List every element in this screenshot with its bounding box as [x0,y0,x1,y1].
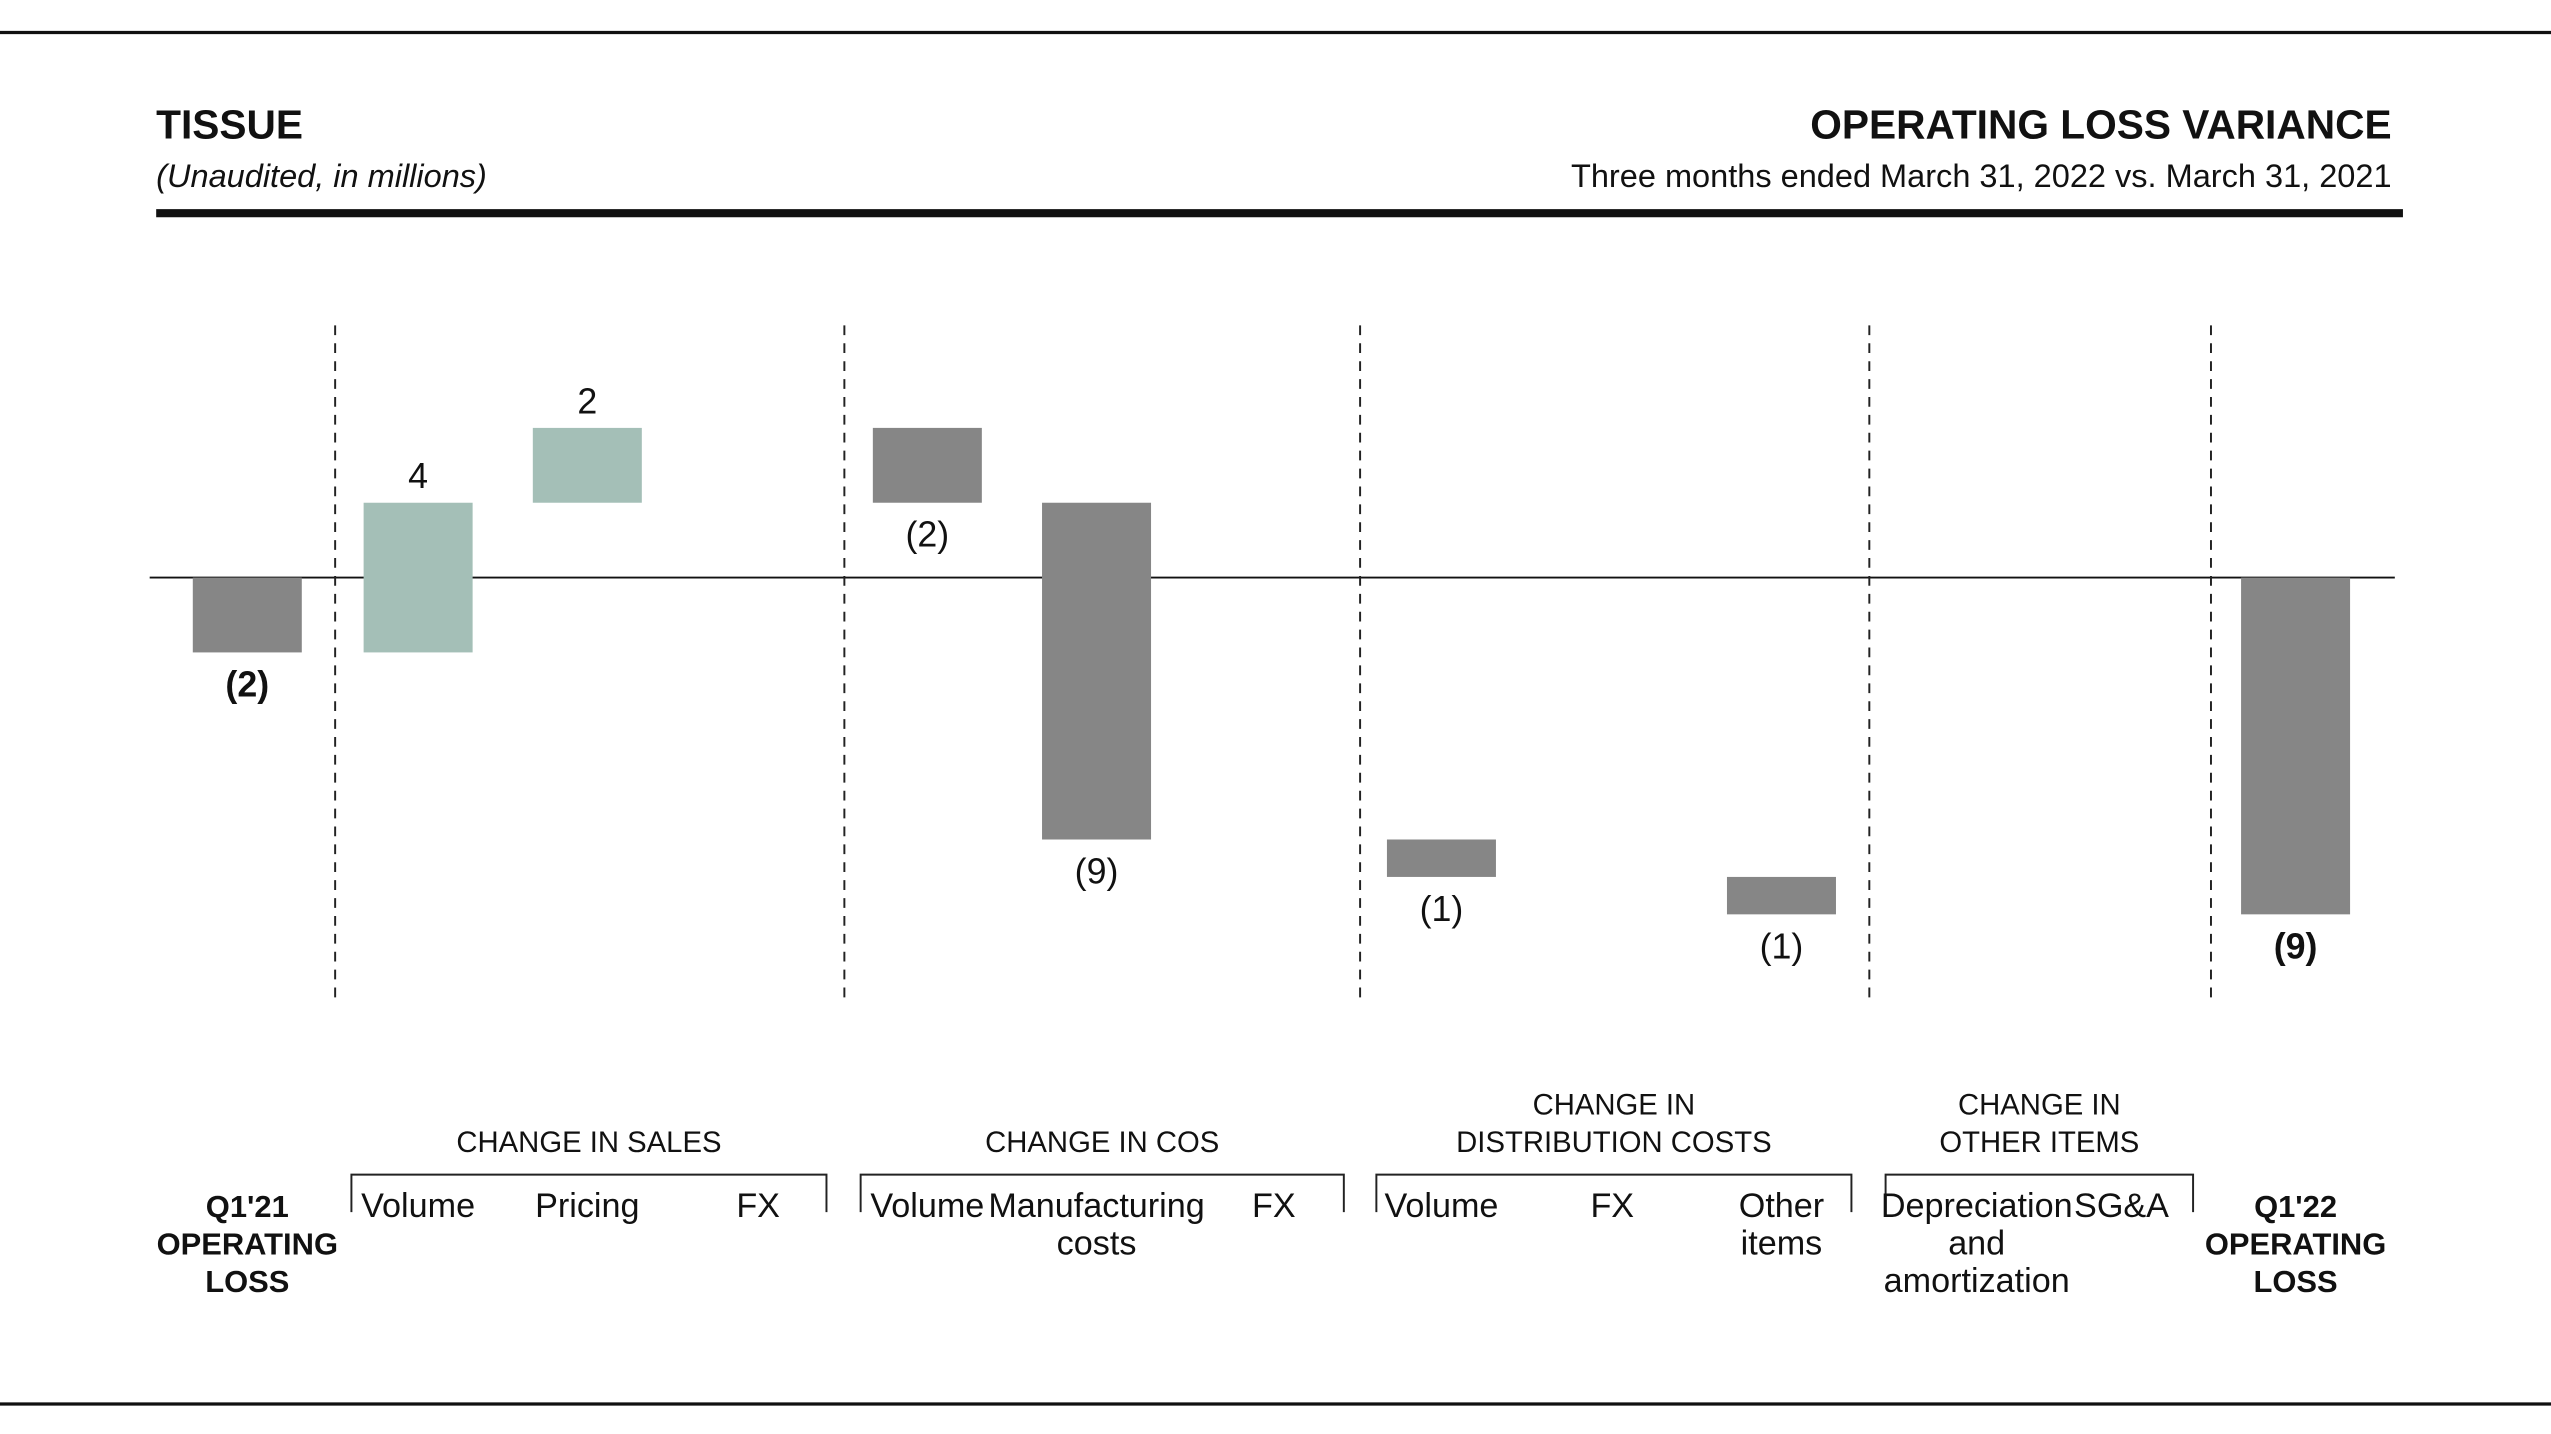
category-label: OPERATING [157,1226,338,1261]
category-label: costs [1057,1224,1137,1262]
value-label: 4 [408,456,428,496]
group-bracket [1375,1173,1853,1213]
value-label: 2 [577,381,597,421]
group-label: CHANGE IN [1958,1088,2121,1121]
group-bracket [859,1173,1345,1213]
category-label: LOSS [2253,1264,2337,1299]
value-label: (2) [225,664,269,704]
category-label: and [1948,1224,2005,1262]
bar [1386,839,1496,877]
category-label: items [1741,1224,1823,1262]
group-label: CHANGE IN COS [985,1126,1219,1159]
right-subtitle: Three months ended March 31, 2022 vs. Ma… [1571,158,2392,194]
category-label: SG&A [2074,1187,2169,1225]
category-label: FX [1590,1187,1634,1225]
value-label: (9) [1075,851,1119,891]
bar [1042,502,1152,840]
bar [872,427,982,503]
category-label: Other [1739,1187,1824,1225]
bar [363,502,473,653]
category-label: Q1'22 [2254,1189,2337,1224]
category-label: Volume [870,1187,984,1225]
bar [532,427,642,503]
right-title: OPERATING LOSS VARIANCE [1810,101,2391,147]
group-bracket [1884,1173,2195,1213]
category-label: OPERATING [2205,1226,2386,1261]
category-label: FX [1252,1187,1296,1225]
bar [2241,577,2351,915]
category-label: Volume [1384,1187,1498,1225]
category-label: FX [736,1187,780,1225]
value-label: (2) [905,515,949,555]
value-label: (9) [2274,926,2318,966]
bar [1726,876,1836,915]
group-bracket [350,1173,828,1213]
subtitle: (Unaudited, in millions) [156,158,487,194]
category-label: Q1'21 [206,1189,289,1224]
category-label: Depreciation [1881,1187,2073,1225]
value-label: (1) [1420,889,1464,929]
category-label: Manufacturing [988,1187,1204,1225]
group-label: DISTRIBUTION COSTS [1456,1126,1771,1159]
category-label: amortization [1884,1262,2070,1300]
title: TISSUE [156,101,303,147]
category-label: Volume [361,1187,475,1225]
group-label: OTHER ITEMS [1939,1126,2139,1159]
category-label: Pricing [535,1187,639,1225]
group-label: CHANGE IN [1533,1088,1696,1121]
group-label: CHANGE IN SALES [456,1126,721,1159]
value-label: (1) [1760,926,1804,966]
category-label: LOSS [205,1264,289,1299]
bar [192,577,302,653]
